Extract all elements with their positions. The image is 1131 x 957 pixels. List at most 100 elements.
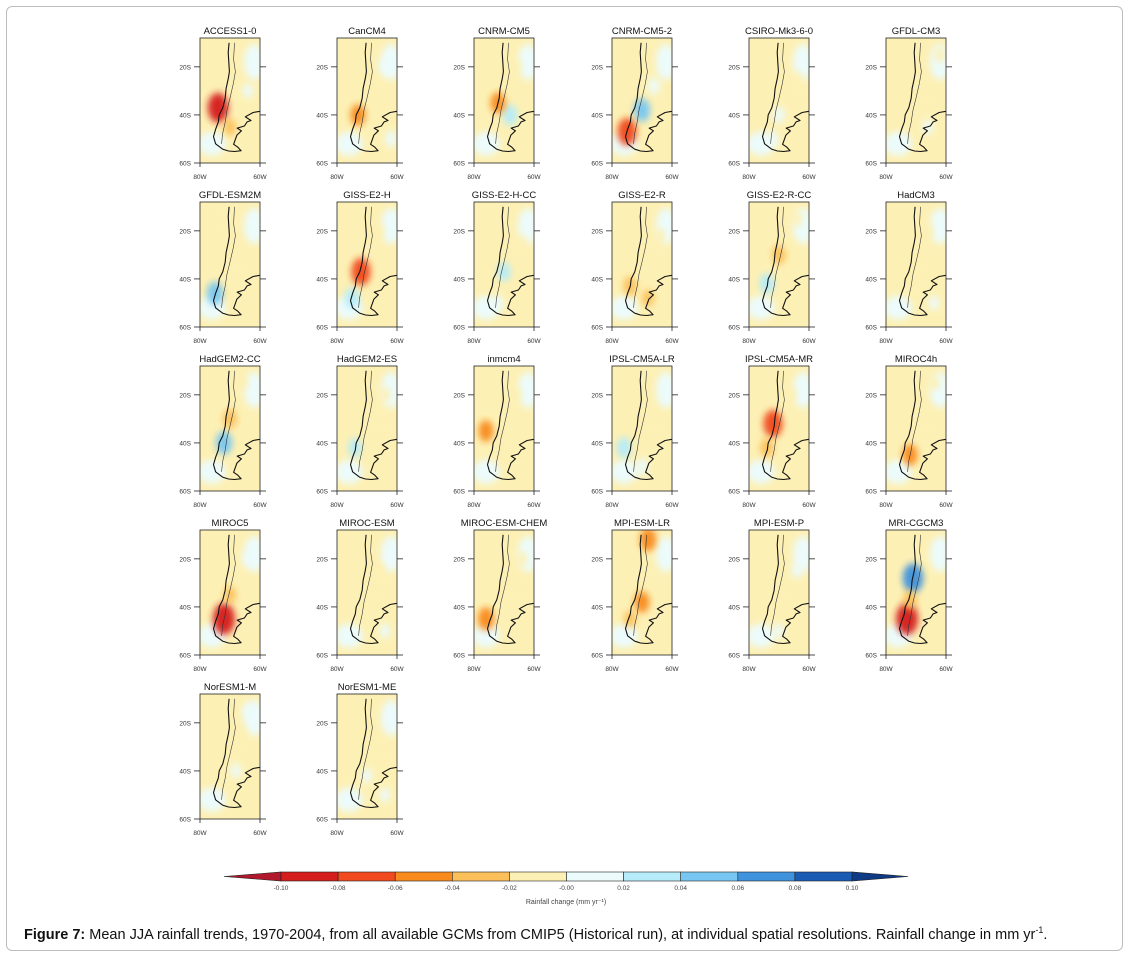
colorbar-tick-label: 0.08	[789, 885, 802, 892]
model-name: CNRM-CM5-2	[612, 26, 672, 37]
lat-tick-label: 60S	[865, 489, 877, 496]
lat-tick-label: 40S	[591, 276, 603, 283]
lon-tick-label: 60W	[390, 502, 404, 509]
border-line	[495, 206, 510, 308]
anomaly-blob	[648, 411, 660, 427]
model-name: GFDL-ESM2M	[199, 190, 261, 201]
faint-region	[656, 44, 672, 81]
faint-region	[474, 459, 500, 484]
lon-tick-label: 60W	[802, 502, 816, 509]
anomaly-blob	[510, 575, 522, 591]
border-line	[358, 206, 373, 308]
map-frame	[611, 365, 673, 492]
anomaly-blob	[477, 607, 495, 631]
lat-tick-label: 60S	[316, 161, 328, 168]
lon-tick-label: 80W	[330, 830, 344, 837]
anomaly-blob	[791, 563, 803, 579]
coastline	[486, 370, 534, 481]
anomaly-blob	[779, 599, 791, 615]
lat-tick-label: 40S	[728, 112, 740, 119]
lat-tick-label: 60S	[179, 489, 191, 496]
border-line	[907, 370, 922, 472]
map-frame	[473, 37, 535, 164]
colorbar-tick-label: -0.04	[445, 885, 460, 892]
anomaly-blob	[648, 77, 660, 95]
lat-tick-label: 20S	[316, 720, 328, 727]
map-frame	[748, 201, 810, 328]
colorbar-tick-label: 0.10	[846, 885, 859, 892]
colorbar-tick-label: -0.02	[502, 885, 517, 892]
anomaly-blob	[916, 411, 928, 427]
lat-tick-label: 60S	[728, 489, 740, 496]
faint-region	[244, 208, 260, 245]
faint-region	[381, 700, 397, 737]
lat-tick-label: 20S	[728, 228, 740, 235]
lat-tick-label: 60S	[453, 489, 465, 496]
colorbar-cell	[509, 871, 567, 882]
lat-tick-label: 40S	[865, 112, 877, 119]
lon-tick-label: 60W	[527, 338, 541, 345]
faint-region	[200, 131, 226, 156]
faint-region	[656, 536, 672, 573]
lat-tick-label: 40S	[453, 440, 465, 447]
anomaly-blob	[896, 603, 918, 635]
faint-region	[200, 459, 226, 484]
border-line	[358, 42, 373, 144]
model-name: inmcm4	[487, 354, 520, 365]
map-frame	[336, 201, 398, 328]
coastline	[486, 534, 534, 645]
map-frame	[199, 529, 261, 656]
lat-tick-label: 40S	[591, 112, 603, 119]
anomaly-blob	[773, 106, 785, 124]
lon-tick-label: 80W	[879, 502, 893, 509]
model-name: HadCM3	[897, 190, 935, 201]
anomaly-blob	[767, 131, 779, 147]
colorbar-tick-label: 0.06	[731, 885, 744, 892]
model-name: CNRM-CM5	[478, 26, 530, 37]
anomaly-blob	[367, 599, 379, 615]
colorbar-cell	[337, 871, 396, 882]
anomaly-blob	[785, 387, 797, 403]
lat-tick-label: 60S	[179, 161, 191, 168]
lon-tick-label: 60W	[253, 830, 267, 837]
anomaly-blob	[642, 289, 654, 307]
lat-tick-label: 60S	[591, 653, 603, 660]
lat-tick-label: 40S	[316, 604, 328, 611]
coastline	[212, 206, 260, 317]
lon-tick-label: 60W	[390, 666, 404, 673]
faint-region	[886, 295, 912, 320]
colorbar: -0.10 -0.08 -0.06 -0.04 -0.02 -0.00 0.02 0.04 0.…	[223, 871, 909, 906]
model-name: HadGEM2-CC	[199, 354, 260, 365]
anomaly-blob	[230, 763, 242, 779]
map-frame	[748, 529, 810, 656]
lon-tick-label: 80W	[605, 174, 619, 181]
anomaly-blob	[497, 262, 511, 282]
model-name: MIROC5	[212, 518, 249, 529]
lon-tick-label: 60W	[802, 174, 816, 181]
map-frame	[885, 201, 947, 328]
anomaly-blob	[498, 447, 510, 463]
map-frame	[336, 693, 398, 820]
lat-tick-label: 20S	[591, 556, 603, 563]
model-name: GISS-E2-H	[343, 190, 391, 201]
lon-tick-label: 80W	[467, 666, 481, 673]
faint-region	[244, 44, 260, 81]
colorbar-cell	[851, 871, 909, 882]
lon-tick-label: 60W	[665, 174, 679, 181]
model-name: MIROC4h	[895, 354, 937, 365]
lon-tick-label: 80W	[742, 174, 756, 181]
lat-tick-label: 60S	[728, 325, 740, 332]
faint-region	[381, 536, 397, 573]
lat-tick-label: 20S	[865, 64, 877, 71]
